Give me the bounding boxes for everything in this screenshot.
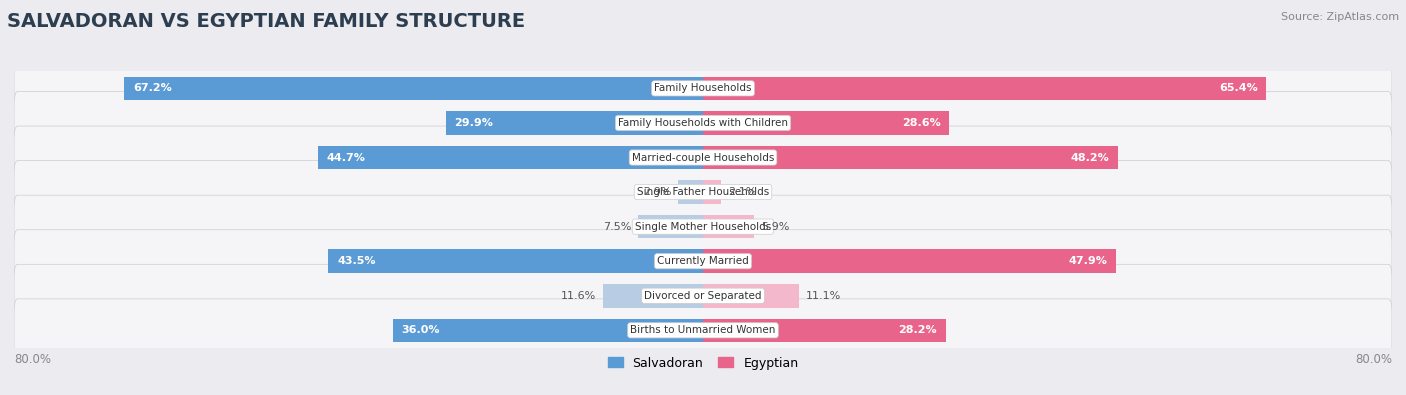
Text: 48.2%: 48.2% [1071, 152, 1109, 162]
Text: 11.6%: 11.6% [561, 291, 596, 301]
Bar [329, 250, 703, 273]
Text: 65.4%: 65.4% [1219, 83, 1257, 93]
Text: 28.6%: 28.6% [901, 118, 941, 128]
Bar [703, 180, 721, 204]
Text: 29.9%: 29.9% [454, 118, 494, 128]
Bar [678, 180, 703, 204]
Text: Single Father Households: Single Father Households [637, 187, 769, 197]
Text: 7.5%: 7.5% [603, 222, 631, 231]
Text: 43.5%: 43.5% [337, 256, 375, 266]
Bar [703, 284, 799, 307]
FancyBboxPatch shape [14, 57, 1392, 120]
Text: Family Households with Children: Family Households with Children [619, 118, 787, 128]
Bar [603, 284, 703, 307]
Text: 28.2%: 28.2% [898, 325, 938, 335]
Text: 5.9%: 5.9% [761, 222, 789, 231]
Text: 47.9%: 47.9% [1069, 256, 1107, 266]
Bar [446, 111, 703, 135]
FancyBboxPatch shape [14, 195, 1392, 258]
Text: 80.0%: 80.0% [1355, 353, 1392, 366]
Bar [703, 146, 1118, 169]
Text: Currently Married: Currently Married [657, 256, 749, 266]
Legend: Salvadoran, Egyptian: Salvadoran, Egyptian [603, 352, 803, 374]
Bar [392, 318, 703, 342]
Text: Births to Unmarried Women: Births to Unmarried Women [630, 325, 776, 335]
Bar [703, 250, 1115, 273]
FancyBboxPatch shape [14, 264, 1392, 327]
Bar [638, 215, 703, 238]
Bar [703, 215, 754, 238]
Bar [703, 318, 946, 342]
FancyBboxPatch shape [14, 92, 1392, 154]
Bar [703, 77, 1267, 100]
Text: SALVADORAN VS EGYPTIAN FAMILY STRUCTURE: SALVADORAN VS EGYPTIAN FAMILY STRUCTURE [7, 12, 526, 31]
Text: 36.0%: 36.0% [402, 325, 440, 335]
Text: Divorced or Separated: Divorced or Separated [644, 291, 762, 301]
Bar [124, 77, 703, 100]
Text: 80.0%: 80.0% [14, 353, 51, 366]
FancyBboxPatch shape [14, 161, 1392, 224]
Text: Family Households: Family Households [654, 83, 752, 93]
Text: 11.1%: 11.1% [806, 291, 841, 301]
FancyBboxPatch shape [14, 299, 1392, 362]
FancyBboxPatch shape [14, 126, 1392, 189]
Text: Single Mother Households: Single Mother Households [636, 222, 770, 231]
Bar [318, 146, 703, 169]
Text: 2.9%: 2.9% [643, 187, 671, 197]
FancyBboxPatch shape [14, 230, 1392, 293]
Text: Source: ZipAtlas.com: Source: ZipAtlas.com [1281, 12, 1399, 22]
Text: 44.7%: 44.7% [326, 152, 366, 162]
Bar [703, 111, 949, 135]
Text: 67.2%: 67.2% [134, 83, 172, 93]
Text: Married-couple Households: Married-couple Households [631, 152, 775, 162]
Text: 2.1%: 2.1% [728, 187, 756, 197]
